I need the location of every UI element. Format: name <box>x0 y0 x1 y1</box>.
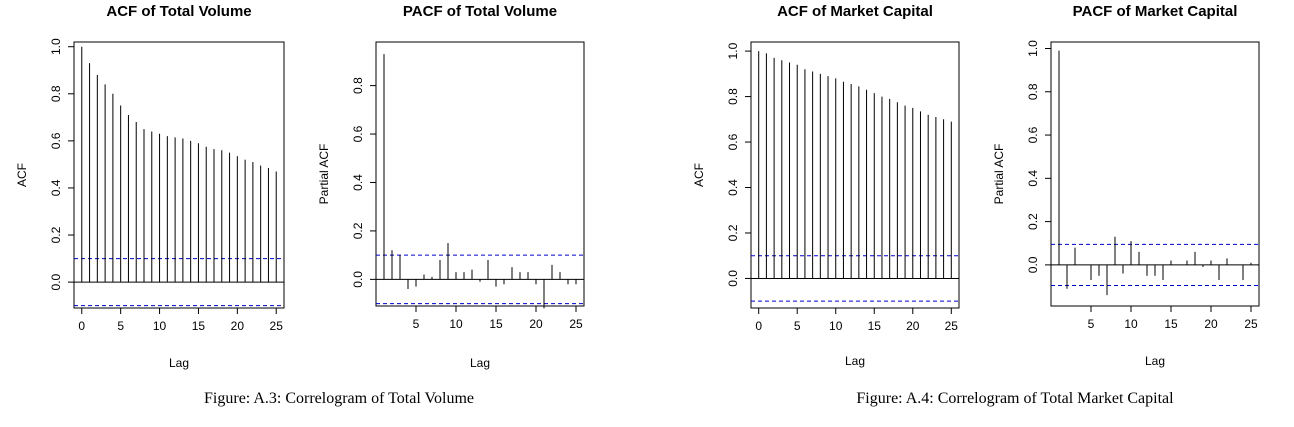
x-tick-label: 0 <box>78 319 85 333</box>
x-tick-label: 5 <box>413 317 420 331</box>
y-tick-label: 0.0 <box>49 273 63 290</box>
y-tick-label: 0.8 <box>1026 83 1040 100</box>
y-tick-label: 1.0 <box>49 38 63 55</box>
figure-caption: Figure: A.3: Correlogram of Total Volume <box>204 390 474 407</box>
y-tick-label: 0.8 <box>49 85 63 102</box>
plot-frame <box>1050 41 1260 307</box>
plot-frame <box>750 41 960 309</box>
x-tick-label: 20 <box>231 319 245 333</box>
x-tick-label: 5 <box>794 319 801 333</box>
y-tick-label: 0.6 <box>726 133 740 150</box>
x-tick-label: 0 <box>755 319 762 333</box>
y-tick-label: 0.2 <box>351 222 365 239</box>
x-tick-label: 10 <box>1124 317 1138 331</box>
y-tick-label: 0.4 <box>49 179 63 196</box>
figure-caption: Figure: A.4: Correlogram of Total Market… <box>856 390 1174 407</box>
chart-title: ACF of Market Capital <box>777 3 933 20</box>
y-tick-label: 0.6 <box>1026 126 1040 143</box>
y-axis-label: ACF <box>15 163 29 187</box>
x-tick-label: 10 <box>449 317 463 331</box>
x-tick-label: 25 <box>270 319 284 333</box>
x-axis-label: Lag <box>1145 354 1165 368</box>
y-tick-label: 1.0 <box>1026 40 1040 57</box>
pacf-market-capital-chart: PACF of Market Capital Lag Partial ACF 5… <box>992 3 1260 368</box>
chart-title: PACF of Market Capital <box>1073 3 1238 20</box>
y-tick-label: 0.2 <box>49 226 63 243</box>
y-tick-label: 0.0 <box>726 270 740 287</box>
x-tick-label: 15 <box>868 319 882 333</box>
x-tick-label: 5 <box>117 319 124 333</box>
y-tick-label: 0.4 <box>1026 170 1040 187</box>
x-tick-label: 5 <box>1088 317 1095 331</box>
x-tick-label: 20 <box>906 319 920 333</box>
acf-total-volume-chart: ACF of Total Volume Lag ACF 0 5 10 15 20 25 0.… <box>15 3 285 370</box>
plot-frame <box>73 41 285 309</box>
x-tick-label: 10 <box>829 319 843 333</box>
x-tick-label: 25 <box>569 317 583 331</box>
y-tick-label: 0.6 <box>49 132 63 149</box>
y-tick-label: 0.4 <box>351 174 365 191</box>
y-axis-label: ACF <box>692 163 706 187</box>
x-tick-label: 10 <box>153 319 167 333</box>
y-tick-label: 0.0 <box>351 271 365 288</box>
pacf-total-volume-chart: PACF of Total Volume Lag Partial ACF 5 10… <box>317 3 585 370</box>
x-tick-label: 20 <box>529 317 543 331</box>
x-tick-label: 15 <box>192 319 206 333</box>
y-tick-label: 0.4 <box>726 179 740 196</box>
x-axis-label: Lag <box>470 356 490 370</box>
y-tick-label: 0.6 <box>351 125 365 142</box>
x-tick-label: 25 <box>945 319 959 333</box>
y-tick-label: 0.0 <box>1026 256 1040 273</box>
x-tick-label: 20 <box>1204 317 1218 331</box>
x-axis-label: Lag <box>169 356 189 370</box>
plot-frame <box>375 41 585 307</box>
y-axis-label: Partial ACF <box>317 144 331 205</box>
y-tick-label: 0.8 <box>726 88 740 105</box>
y-tick-label: 0.2 <box>726 224 740 241</box>
x-tick-label: 15 <box>489 317 503 331</box>
y-axis-label: Partial ACF <box>992 144 1006 205</box>
y-tick-label: 1.0 <box>726 42 740 59</box>
chart-title: PACF of Total Volume <box>403 3 557 20</box>
x-axis-label: Lag <box>845 354 865 368</box>
x-tick-label: 25 <box>1244 317 1258 331</box>
y-tick-label: 0.2 <box>1026 213 1040 230</box>
x-tick-label: 15 <box>1164 317 1178 331</box>
acf-market-capital-chart: ACF of Market Capital Lag ACF 0 5 10 15 20 25… <box>692 3 960 368</box>
chart-title: ACF of Total Volume <box>106 3 251 20</box>
y-tick-label: 0.8 <box>351 77 365 94</box>
